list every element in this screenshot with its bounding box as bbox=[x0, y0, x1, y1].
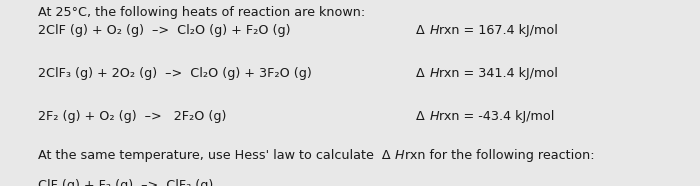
Text: H: H bbox=[429, 110, 439, 123]
Text: ClF (g) + F₂ (g)  –>  ClF₃ (g): ClF (g) + F₂ (g) –> ClF₃ (g) bbox=[38, 179, 214, 186]
Text: Δ: Δ bbox=[416, 67, 429, 80]
Text: rxn for the following reaction:: rxn for the following reaction: bbox=[405, 149, 594, 162]
Text: rxn = -43.4 kJ/mol: rxn = -43.4 kJ/mol bbox=[439, 110, 554, 123]
Text: Δ: Δ bbox=[416, 24, 429, 37]
Text: 2F₂ (g) + O₂ (g)  –>   2F₂O (g): 2F₂ (g) + O₂ (g) –> 2F₂O (g) bbox=[38, 110, 227, 123]
Text: 2ClF (g) + O₂ (g)  –>  Cl₂O (g) + F₂O (g): 2ClF (g) + O₂ (g) –> Cl₂O (g) + F₂O (g) bbox=[38, 24, 291, 37]
Text: 2ClF₃ (g) + 2O₂ (g)  –>  Cl₂O (g) + 3F₂O (g): 2ClF₃ (g) + 2O₂ (g) –> Cl₂O (g) + 3F₂O (… bbox=[38, 67, 312, 80]
Text: rxn = 167.4 kJ/mol: rxn = 167.4 kJ/mol bbox=[439, 24, 558, 37]
Text: H: H bbox=[395, 149, 405, 162]
Text: Δ: Δ bbox=[416, 110, 429, 123]
Text: At the same temperature, use Hess' law to calculate  Δ: At the same temperature, use Hess' law t… bbox=[38, 149, 395, 162]
Text: H: H bbox=[429, 67, 439, 80]
Text: H: H bbox=[429, 24, 439, 37]
Text: At 25°C, the following heats of reaction are known:: At 25°C, the following heats of reaction… bbox=[38, 6, 365, 19]
Text: rxn = 341.4 kJ/mol: rxn = 341.4 kJ/mol bbox=[439, 67, 558, 80]
